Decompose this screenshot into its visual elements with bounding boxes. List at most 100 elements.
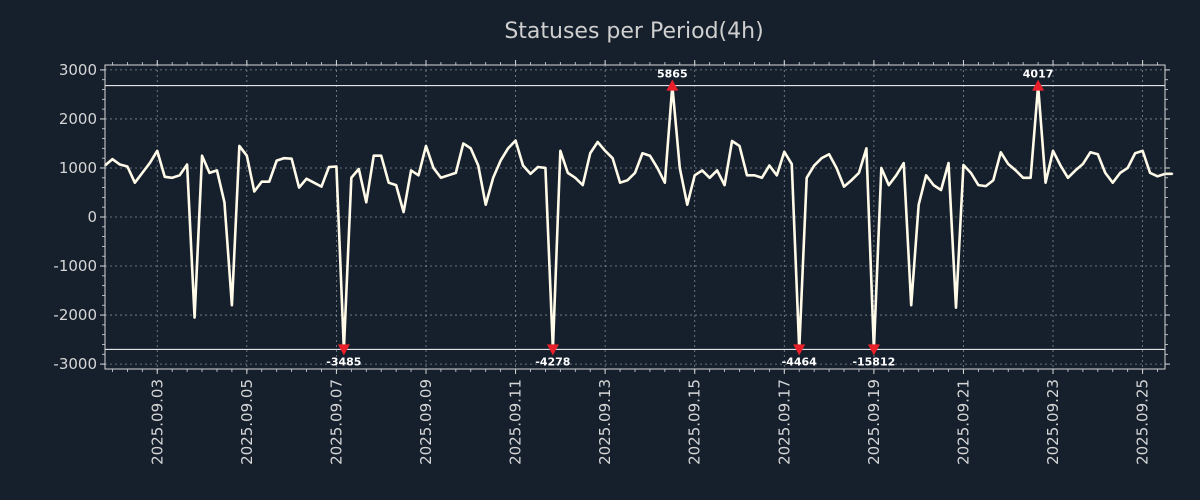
- data-point: [1126, 167, 1129, 169]
- outlier-down-marker: [546, 344, 559, 356]
- outlier-up-marker: [666, 79, 679, 91]
- outlier-down-marker: [793, 344, 806, 356]
- data-point: [507, 147, 509, 150]
- data-point: [992, 179, 995, 182]
- x-tick-label: 2025.09.11: [507, 379, 525, 465]
- data-point: [567, 172, 569, 174]
- data-point: [940, 189, 942, 191]
- y-tick-label: -1000: [53, 257, 97, 275]
- x-tick-label: 2025.09.23: [1044, 379, 1062, 465]
- data-point: [395, 184, 397, 186]
- data-point: [1134, 152, 1136, 155]
- data-point: [716, 169, 718, 172]
- outlier-label: -4278: [535, 355, 570, 368]
- data-point: [917, 203, 920, 206]
- chart-title: Statuses per Period(4h): [504, 19, 763, 44]
- data-point: [238, 145, 241, 147]
- y-tick-label: 1000: [59, 159, 97, 177]
- data-point: [776, 174, 778, 177]
- data-point: [529, 173, 532, 175]
- data-point: [387, 181, 390, 184]
- data-point: [902, 162, 905, 164]
- data-point: [231, 304, 233, 307]
- data-point: [596, 141, 599, 143]
- data-point: [148, 162, 151, 164]
- data-point: [581, 184, 584, 186]
- data-point: [1111, 181, 1114, 184]
- data-point: [1022, 176, 1024, 179]
- y-tick-label: 3000: [59, 61, 97, 79]
- data-point: [1082, 163, 1084, 165]
- data-point: [619, 181, 621, 184]
- data-point: [358, 168, 360, 170]
- data-point: [1119, 172, 1122, 174]
- data-point: [298, 186, 300, 189]
- data-point: [447, 174, 450, 177]
- data-point: [977, 184, 980, 186]
- data-point: [402, 211, 405, 213]
- data-point: [462, 142, 465, 145]
- data-point: [268, 180, 271, 183]
- data-point: [1104, 172, 1107, 174]
- marker-layer: -3485 -4278 5865 -4464 -15812 4017: [326, 68, 1053, 369]
- data-point: [514, 139, 517, 142]
- data-point: [641, 152, 644, 155]
- x-tick-label: 2025.09.03: [148, 379, 166, 465]
- data-point: [350, 176, 353, 179]
- data-point: [499, 159, 502, 162]
- x-tick-label: 2025.09.21: [954, 379, 972, 465]
- outlier-label: -4464: [782, 355, 818, 368]
- data-point: [1141, 150, 1144, 152]
- x-tick-label: 2025.09.09: [417, 379, 435, 465]
- data-point: [753, 174, 756, 177]
- data-point: [208, 172, 211, 174]
- outlier-label: -3485: [326, 355, 361, 368]
- data-point: [372, 154, 375, 157]
- axis-layer: 3000 2000 1000 0 -1000 -2000 -3000 2025.09.03 20…: [53, 60, 1170, 465]
- data-point: [783, 150, 786, 153]
- data-point: [119, 163, 121, 166]
- data-point: [365, 201, 368, 204]
- x-tick-label: 2025.09.15: [686, 379, 704, 465]
- data-point: [910, 304, 912, 307]
- data-point: [858, 172, 860, 174]
- x-tick-label: 2025.09.25: [1134, 379, 1152, 465]
- series-layer: [104, 84, 1174, 351]
- data-point: [290, 157, 293, 160]
- data-point: [380, 154, 382, 157]
- y-tick-label: -2000: [53, 306, 97, 324]
- data-point: [455, 172, 457, 174]
- plot-frame: [104, 64, 1166, 370]
- data-point: [850, 179, 853, 182]
- data-point: [604, 150, 606, 152]
- outlier-label: 4017: [1023, 68, 1054, 81]
- data-point: [895, 174, 898, 177]
- data-point: [708, 176, 711, 179]
- data-point: [768, 164, 771, 167]
- data-point: [656, 167, 659, 169]
- data-point: [701, 169, 703, 172]
- data-point: [111, 158, 114, 160]
- data-point: [186, 163, 188, 166]
- data-point: [1156, 175, 1159, 178]
- data-point: [693, 174, 696, 177]
- data-point: [320, 185, 323, 188]
- data-point: [686, 203, 689, 206]
- data-point: [313, 181, 315, 184]
- data-point: [223, 201, 226, 204]
- data-point: [171, 176, 173, 179]
- y-tick-label: 0: [87, 208, 97, 226]
- threshold-layer: [105, 85, 1165, 350]
- data-point: [484, 203, 487, 206]
- data-point: [253, 190, 256, 193]
- data-point: [1014, 169, 1017, 172]
- y-tick-label: 2000: [59, 110, 97, 128]
- data-point: [335, 165, 338, 168]
- outlier-up-marker: [1032, 79, 1045, 91]
- data-point: [328, 166, 330, 168]
- data-point: [634, 172, 636, 174]
- data-point: [589, 152, 592, 155]
- data-point: [626, 179, 629, 182]
- outlier-down-marker: [867, 344, 880, 356]
- data-point: [1029, 176, 1032, 179]
